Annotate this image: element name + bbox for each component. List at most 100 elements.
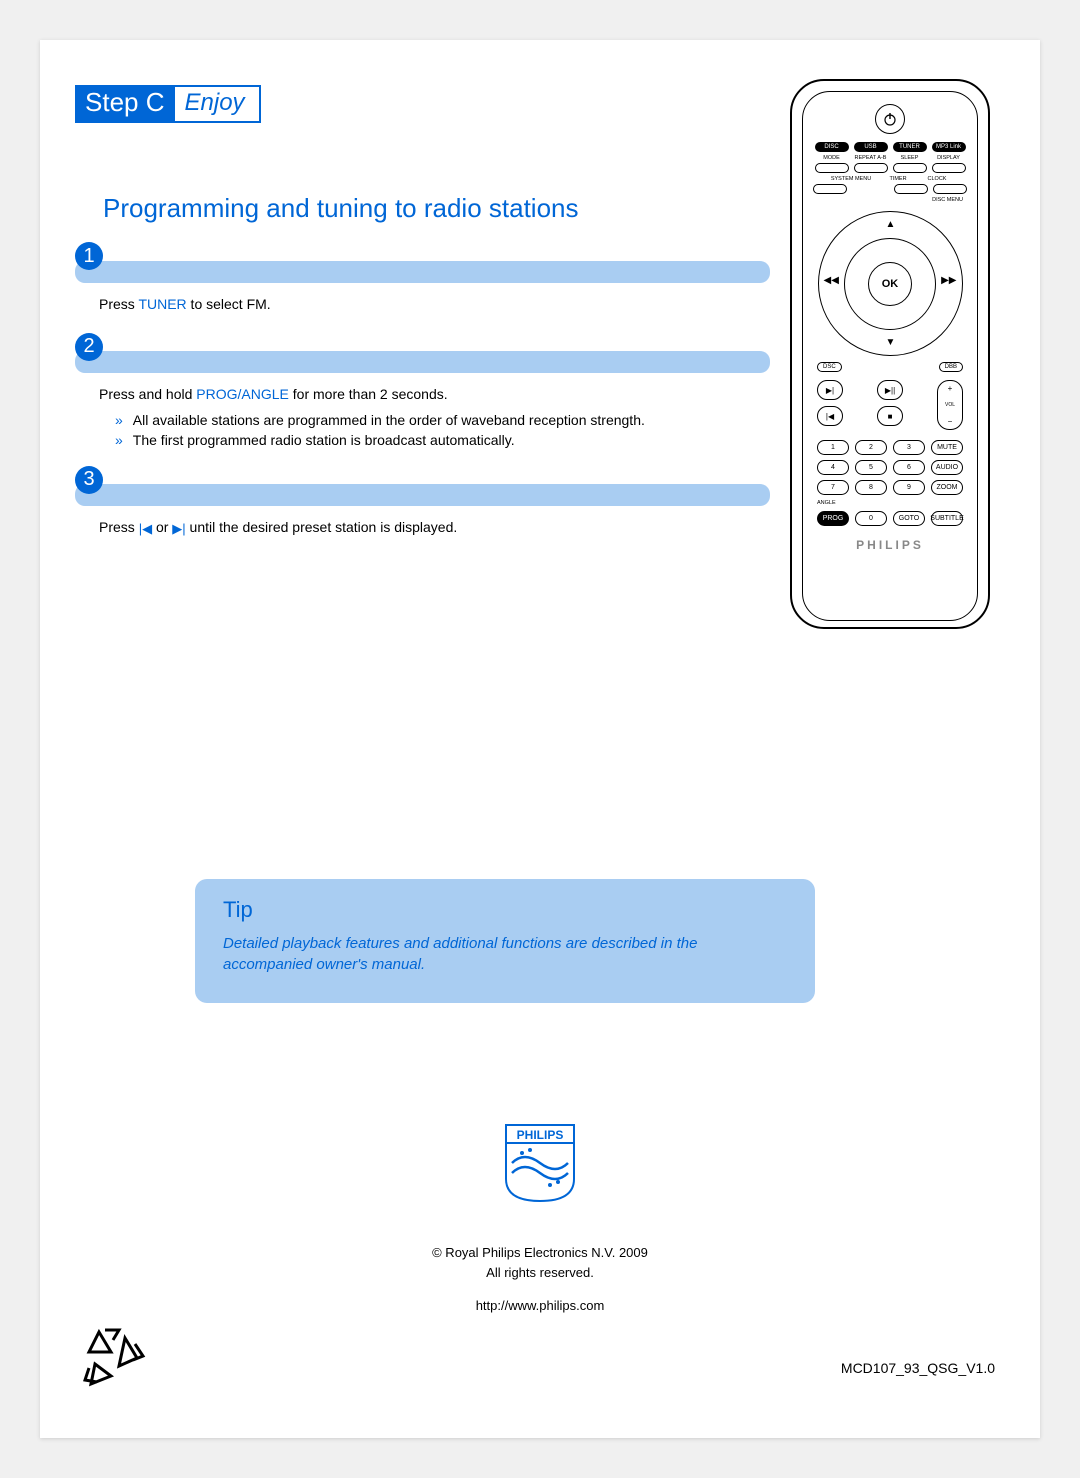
bullet-arrow-icon: » — [115, 432, 123, 448]
func-row-2 — [811, 184, 969, 194]
document-id: MCD107_93_QSG_V1.0 — [841, 1360, 995, 1376]
down-arrow-icon[interactable]: ▼ — [886, 337, 896, 348]
step-1-pre: Press — [99, 296, 138, 312]
angle-label: ANGLE — [817, 500, 849, 506]
label-row-2: SYSTEM MENU TIMER CLOCK — [811, 176, 969, 182]
num-3[interactable]: 3 — [893, 440, 925, 455]
clock-button[interactable] — [933, 184, 967, 194]
url: http://www.philips.com — [75, 1296, 1005, 1316]
display-button[interactable] — [932, 163, 966, 173]
enjoy-label: Enjoy — [175, 85, 261, 123]
recycle-icon — [75, 1316, 155, 1396]
sleep-label: SLEEP — [893, 155, 927, 161]
sysmenu-label: SYSTEM MENU — [826, 176, 876, 182]
numpad: 1 2 3 MUTE 4 5 6 AUDIO 7 8 9 ZOOM ANGLE — [817, 440, 963, 526]
step-2-text: Press and hold PROG/ANGLE for more than … — [99, 383, 770, 405]
dbb-button[interactable]: DBB — [939, 362, 963, 372]
remote-inner: DISC USB TUNER MP3 Link MODE REPEAT A-B … — [802, 91, 978, 621]
step-2-bar — [75, 351, 770, 373]
timer-button[interactable] — [894, 184, 928, 194]
step-1-text: Press TUNER to select FM. — [99, 293, 770, 315]
num-2[interactable]: 2 — [855, 440, 887, 455]
next-track-button[interactable]: ▶| — [817, 380, 843, 400]
step-3-mid: or — [152, 519, 172, 535]
step-2-b2: The first programmed radio station is br… — [133, 432, 515, 448]
power-icon — [882, 111, 898, 127]
vol-plus-icon: + — [948, 384, 953, 393]
step-2-pre: Press and hold — [99, 386, 196, 402]
step-3: 3 Press |◀ or ▶| until the desired prese… — [75, 466, 770, 540]
step-1-bar — [75, 261, 770, 283]
step-3-badge: 3 — [75, 466, 103, 494]
num-8[interactable]: 8 — [855, 480, 887, 495]
philips-logo: PHILIPS — [504, 1123, 576, 1203]
copyright: © Royal Philips Electronics N.V. 2009 — [75, 1243, 1005, 1263]
tip-title: Tip — [223, 897, 787, 923]
step-3-text: Press |◀ or ▶| until the desired preset … — [99, 516, 770, 540]
power-button[interactable] — [875, 104, 905, 134]
step-2-hl: PROG/ANGLE — [196, 386, 289, 402]
step-3-bar — [75, 484, 770, 506]
vol-label: VOL — [945, 402, 955, 408]
step-1: 1 Press TUNER to select FM. — [75, 242, 770, 315]
step-1-hl: TUNER — [138, 296, 186, 312]
subtitle-button[interactable]: SUBTITLE — [931, 511, 963, 526]
step-3-pre: Press — [99, 519, 139, 535]
mode-label: MODE — [815, 155, 849, 161]
timer-label: TIMER — [881, 176, 915, 182]
disc-button[interactable]: DISC — [815, 142, 849, 152]
step-2-b1: All available stations are programmed in… — [133, 412, 645, 428]
tuner-button[interactable]: TUNER — [893, 142, 927, 152]
step-3-post: until the desired preset station is disp… — [186, 519, 458, 535]
prev-track-button[interactable]: |◀ — [817, 406, 843, 426]
left-column: Step C Enjoy Programming and tuning to r… — [75, 85, 770, 629]
ok-button[interactable]: OK — [868, 262, 912, 306]
num-6[interactable]: 6 — [893, 460, 925, 475]
up-arrow-icon[interactable]: ▲ — [886, 219, 896, 230]
rights: All rights reserved. — [75, 1263, 1005, 1283]
dsc-button[interactable]: DSC — [817, 362, 842, 372]
dpad: OK ▲ ▼ ◀◀ ▶▶ — [818, 211, 963, 356]
playback-row: ▶| |◀ ▶|| ■ + VOL − — [811, 380, 969, 430]
rewind-icon[interactable]: ◀◀ — [824, 275, 839, 286]
audio-button[interactable]: AUDIO — [931, 460, 963, 475]
mp3link-button[interactable]: MP3 Link — [932, 142, 966, 152]
clock-label: CLOCK — [920, 176, 954, 182]
num-7[interactable]: 7 — [817, 480, 849, 495]
num-5[interactable]: 5 — [855, 460, 887, 475]
discmenu-label: DISC MENU — [932, 197, 963, 203]
mute-button[interactable]: MUTE — [931, 440, 963, 455]
bullet-arrow-icon: » — [115, 412, 123, 428]
forward-icon[interactable]: ▶▶ — [941, 275, 956, 286]
mode-button[interactable] — [815, 163, 849, 173]
goto-button[interactable]: GOTO — [893, 511, 925, 526]
remote-brand: PHILIPS — [856, 538, 924, 552]
dsc-dbb-row: DSC DBB — [811, 362, 969, 372]
sysmenu-button[interactable] — [813, 184, 847, 194]
sleep-button[interactable] — [893, 163, 927, 173]
step-1-badge: 1 — [75, 242, 103, 270]
footer: PHILIPS © Royal Philips Electronics N.V.… — [75, 1123, 1005, 1316]
prog-button[interactable]: PROG — [817, 511, 849, 526]
num-9[interactable]: 9 — [893, 480, 925, 495]
step-2: 2 Press and hold PROG/ANGLE for more tha… — [75, 333, 770, 448]
func-row-1 — [811, 163, 969, 173]
zoom-button[interactable]: ZOOM — [931, 480, 963, 495]
step-header: Step C Enjoy — [75, 85, 770, 123]
vol-minus-icon: − — [948, 417, 953, 426]
source-row: DISC USB TUNER MP3 Link — [811, 142, 969, 152]
num-1[interactable]: 1 — [817, 440, 849, 455]
num-0[interactable]: 0 — [855, 511, 887, 526]
repeat-button[interactable] — [854, 163, 888, 173]
step-2-badge: 2 — [75, 333, 103, 361]
usb-button[interactable]: USB — [854, 142, 888, 152]
step-1-post: to select FM. — [187, 296, 271, 312]
repeat-label: REPEAT A-B — [854, 155, 888, 161]
volume-control[interactable]: + VOL − — [937, 380, 963, 430]
play-pause-button[interactable]: ▶|| — [877, 380, 903, 400]
remote-column: DISC USB TUNER MP3 Link MODE REPEAT A-B … — [790, 85, 1005, 629]
stop-button[interactable]: ■ — [877, 406, 903, 426]
num-4[interactable]: 4 — [817, 460, 849, 475]
step-2-post: for more than 2 seconds. — [289, 386, 448, 402]
section-title: Programming and tuning to radio stations — [103, 193, 770, 224]
